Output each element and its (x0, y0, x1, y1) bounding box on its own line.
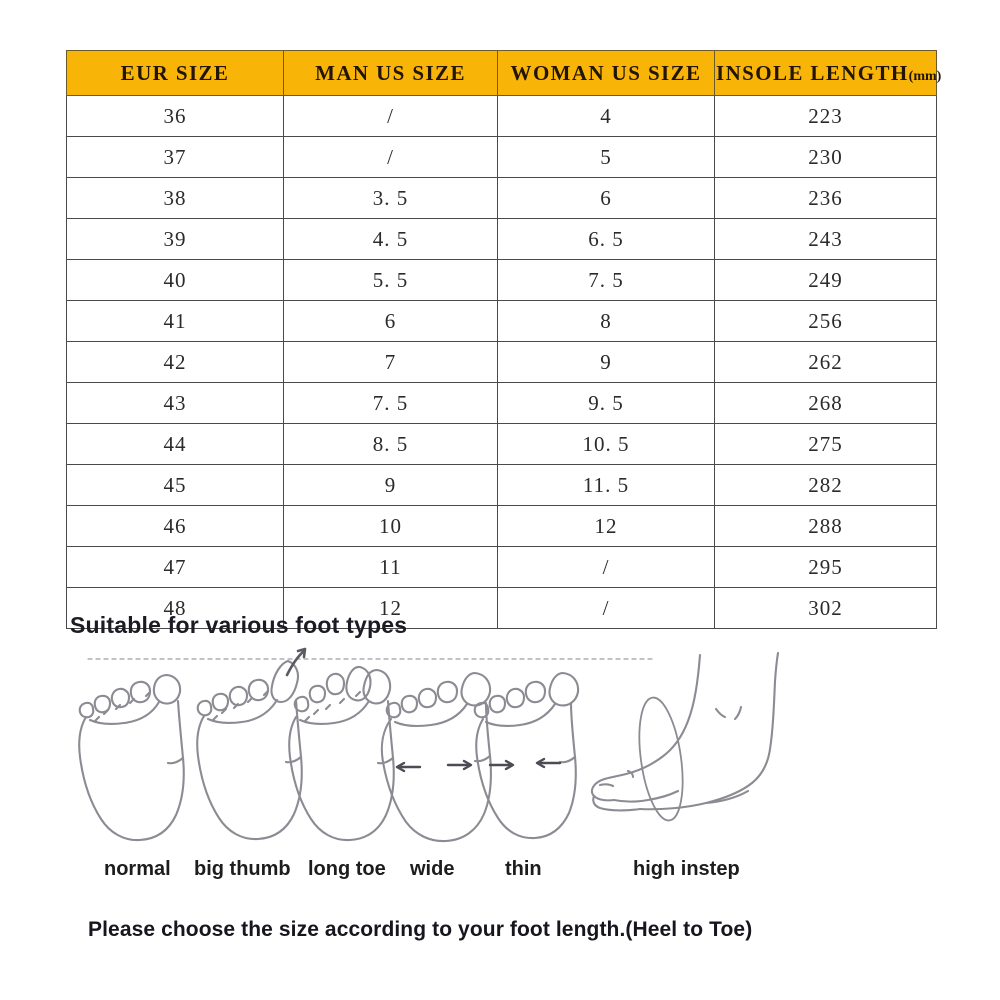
size-chart-table-container: EUR SIZE MAN US SIZE WOMAN US SIZE INSOL… (66, 50, 941, 629)
cell-man-us-size: / (283, 136, 498, 178)
cell-man-us-size: 5. 5 (283, 259, 498, 301)
cell-eur-size: 45 (66, 464, 284, 506)
table-header-row: EUR SIZE MAN US SIZE WOMAN US SIZE INSOL… (66, 50, 941, 96)
cell-insole-length: 223 (714, 95, 937, 137)
big-thumb-arrow (285, 649, 306, 677)
cell-woman-us-size: 11. 5 (497, 464, 715, 506)
cell-woman-us-size: 9 (497, 341, 715, 383)
cell-eur-size: 39 (66, 218, 284, 260)
foot-types-illustrations (0, 645, 1000, 860)
cell-man-us-size: 7. 5 (283, 382, 498, 424)
cell-eur-size: 37 (66, 136, 284, 178)
cell-woman-us-size: 4 (497, 95, 715, 137)
cell-woman-us-size: 6. 5 (497, 218, 715, 260)
cell-insole-length: 256 (714, 300, 937, 342)
cell-man-us-size: 6 (283, 300, 498, 342)
table-row: 43 7. 5 9. 5 268 (66, 382, 937, 424)
cell-eur-size: 43 (66, 382, 284, 424)
cell-insole-length: 288 (714, 505, 937, 547)
table-row: 41 6 8 256 (66, 300, 937, 342)
cell-eur-size: 46 (66, 505, 284, 547)
table-row: 36/4 223 (66, 95, 937, 137)
wide-arrow-right-head (462, 759, 473, 771)
thin-arrow-right-head (535, 757, 546, 769)
table-row: 44 8. 5 10. 5 275 (66, 423, 937, 465)
column-header-man-us-size: MAN US SIZE (283, 50, 498, 96)
size-chart-table: EUR SIZE MAN US SIZE WOMAN US SIZE INSOL… (66, 50, 941, 629)
foot-label-high-instep: high instep (633, 858, 740, 880)
foot-label-big-thumb: big thumb (194, 858, 291, 880)
cell-insole-length: 302 (714, 587, 937, 629)
foot-illustration-long-toe (288, 665, 395, 842)
cell-woman-us-size: / (497, 587, 715, 629)
cell-insole-length: 236 (714, 177, 937, 219)
cell-man-us-size: 11 (283, 546, 498, 588)
cell-man-us-size: 9 (283, 464, 498, 506)
cell-insole-length: 230 (714, 136, 937, 178)
cell-woman-us-size: 12 (497, 505, 715, 547)
column-header-insole-length: INSOLE LENGTH(mm) (714, 50, 941, 96)
table-row: 40 5. 5 7. 5 249 (66, 259, 937, 301)
foot-illustration-thin (473, 671, 580, 840)
size-selection-caption: Please choose the size according to your… (88, 918, 753, 941)
foot-label-thin: thin (505, 858, 542, 880)
table-row: 37/5 230 (66, 136, 937, 178)
thin-arrow-left-head (504, 759, 515, 771)
foot-types-heading: Suitable for various foot types (70, 612, 408, 638)
foot-label-normal: normal (104, 858, 171, 880)
cell-woman-us-size: 9. 5 (497, 382, 715, 424)
cell-insole-length: 243 (714, 218, 937, 260)
table-row: 42 7 9 262 (66, 341, 937, 383)
cell-woman-us-size: 8 (497, 300, 715, 342)
cell-man-us-size: / (283, 95, 498, 137)
cell-man-us-size: 4. 5 (283, 218, 498, 260)
cell-man-us-size: 8. 5 (283, 423, 498, 465)
insole-length-text: INSOLE LENGTH (716, 60, 909, 85)
cell-eur-size: 41 (66, 300, 284, 342)
column-header-woman-us-size: WOMAN US SIZE (497, 50, 715, 96)
cell-eur-size: 38 (66, 177, 284, 219)
foot-label-wide: wide (410, 858, 455, 880)
insole-length-unit: (mm) (908, 68, 942, 84)
column-header-eur-size: EUR SIZE (66, 50, 284, 96)
table-row: 38 3. 5 6 236 (66, 177, 937, 219)
cell-eur-size: 36 (66, 95, 284, 137)
foot-illustration-high-instep (590, 651, 780, 822)
cell-eur-size: 42 (66, 341, 284, 383)
big-thumb-arrow-head (296, 647, 307, 659)
cell-insole-length: 295 (714, 546, 937, 588)
foot-illustration-wide (380, 671, 492, 843)
cell-woman-us-size: / (497, 546, 715, 588)
table-row: 39 4. 5 6. 5 243 (66, 218, 937, 260)
foot-illustration-normal (78, 673, 185, 842)
foot-illustration-big-thumb (196, 647, 307, 841)
cell-man-us-size: 7 (283, 341, 498, 383)
instep-girth-ellipse (638, 696, 684, 822)
cell-woman-us-size: 6 (497, 177, 715, 219)
cell-eur-size: 48 (66, 587, 284, 629)
table-row: 46 10 12 288 (66, 505, 937, 547)
table-body: 36/4 223 37/5 230 38 3. 5 6 236 39 4. 5 6. 5 243 40 5… (66, 95, 937, 629)
cell-man-us-size: 3. 5 (283, 177, 498, 219)
cell-man-us-size: 10 (283, 505, 498, 547)
table-row: 47 11/295 (66, 546, 937, 588)
cell-woman-us-size: 5 (497, 136, 715, 178)
cell-insole-length: 262 (714, 341, 937, 383)
table-row: 48 12/302 (66, 587, 937, 629)
cell-eur-size: 47 (66, 546, 284, 588)
table-row: 45 9 11. 5 282 (66, 464, 937, 506)
cell-insole-length: 268 (714, 382, 937, 424)
cell-insole-length: 275 (714, 423, 937, 465)
wide-arrow-left-head (395, 761, 406, 773)
cell-eur-size: 44 (66, 423, 284, 465)
foot-type-labels: normal big thumb long toe wide thin high… (0, 858, 1000, 890)
cell-man-us-size: 12 (283, 587, 498, 629)
table-header: EUR SIZE MAN US SIZE WOMAN US SIZE INSOL… (66, 50, 941, 96)
cell-woman-us-size: 7. 5 (497, 259, 715, 301)
foot-label-long-toe: long toe (308, 858, 386, 880)
cell-eur-size: 40 (66, 259, 284, 301)
cell-insole-length: 282 (714, 464, 937, 506)
cell-insole-length: 249 (714, 259, 937, 301)
cell-woman-us-size: 10. 5 (497, 423, 715, 465)
